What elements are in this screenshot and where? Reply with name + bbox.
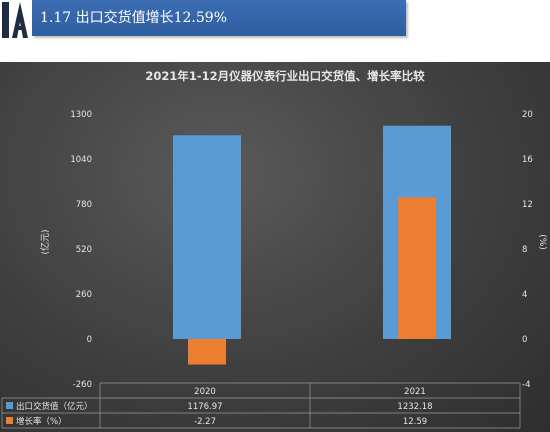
category-label: 2021 <box>404 387 426 397</box>
y2-tick-label: 20 <box>522 110 533 120</box>
legend-label: 出口交货值（亿元） <box>16 401 93 412</box>
page-title: 1.17 出口交货值增长12.59% <box>40 10 228 26</box>
data-label: -2.27 <box>194 417 216 427</box>
category-label: 2020 <box>194 387 216 397</box>
y-tick-label: 780 <box>76 200 92 210</box>
legend-swatch <box>6 402 13 409</box>
title-band: 1.17 出口交货值增长12.59% <box>32 0 406 36</box>
y-tick-label: 1300 <box>70 110 92 120</box>
y-tick-label: -260 <box>73 380 92 390</box>
y-axis-label: (亿元) <box>39 229 51 254</box>
y2-tick-label: -4 <box>522 380 530 390</box>
data-label: 1176.97 <box>187 402 222 412</box>
y2-axis-label: (%) <box>537 234 547 250</box>
y2-tick-label: 4 <box>522 290 527 300</box>
header: 1.17 出口交货值增长12.59% <box>0 0 550 40</box>
data-label: 12.59 <box>403 417 427 427</box>
y-tick-label: 0 <box>87 335 92 345</box>
bar-export-value <box>173 135 241 339</box>
y2-tick-label: 8 <box>522 245 527 255</box>
logo-icon <box>0 0 32 40</box>
legend-swatch <box>6 417 13 424</box>
data-label: 1232.18 <box>397 402 432 412</box>
chart-title: 2021年1-12月仪器仪表行业出口交货值、增长率比较 <box>145 69 425 83</box>
bar-growth-rate <box>188 339 226 365</box>
chart-panel <box>0 62 550 432</box>
y-tick-label: 1040 <box>70 155 92 165</box>
y2-tick-label: 12 <box>522 200 533 210</box>
legend-label: 增长率（%） <box>16 416 67 427</box>
y2-tick-label: 16 <box>522 155 533 165</box>
bar-growth-rate <box>398 197 436 339</box>
y2-tick-label: 0 <box>522 335 527 345</box>
y-tick-label: 520 <box>76 245 92 255</box>
y-tick-label: 260 <box>76 290 92 300</box>
